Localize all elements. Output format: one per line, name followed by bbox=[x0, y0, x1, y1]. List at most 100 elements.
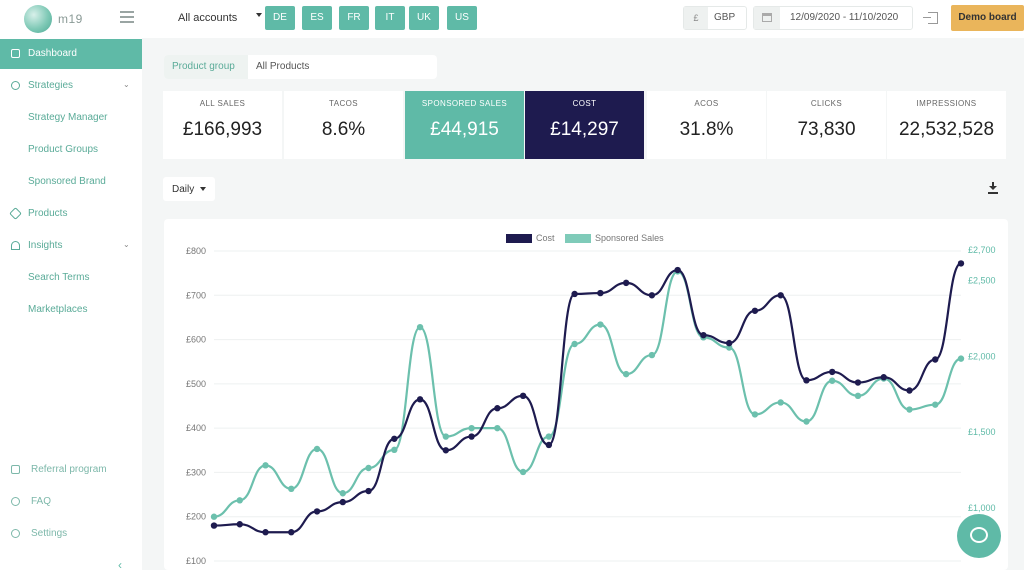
kpi-label: IMPRESSIONS bbox=[916, 99, 977, 108]
sidebar-item-label: Referral program bbox=[31, 464, 107, 475]
data-point-sponsored-sales bbox=[829, 377, 836, 384]
kpi-card-acos[interactable]: ACOS 31.8% bbox=[647, 91, 766, 159]
legend-label: Sponsored Sales bbox=[595, 233, 664, 243]
y-tick-label-left: £800 bbox=[186, 246, 206, 256]
country-button-uk[interactable]: UK bbox=[409, 6, 439, 30]
data-point-cost bbox=[648, 292, 656, 299]
kpi-label: SPONSORED SALES bbox=[421, 99, 508, 108]
kpi-value: 31.8% bbox=[679, 119, 734, 140]
legend-label: Cost bbox=[536, 233, 555, 243]
question-icon bbox=[11, 497, 20, 506]
sidebar-item-product-groups[interactable]: Product Groups bbox=[0, 135, 142, 165]
gear-icon bbox=[11, 529, 20, 538]
sidebar-item-dashboard[interactable]: Dashboard bbox=[0, 39, 142, 69]
data-point-cost bbox=[365, 487, 372, 495]
legend-item-sponsored-sales[interactable]: Sponsored Sales bbox=[565, 233, 664, 244]
logout-icon[interactable] bbox=[923, 12, 938, 24]
sidebar: Dashboard Strategies ⌄ Strategy Manager … bbox=[0, 38, 142, 570]
y-tick-label-left: £100 bbox=[186, 556, 206, 566]
sidebar-item-settings[interactable]: Settings bbox=[0, 519, 142, 549]
y-tick-label-left: £400 bbox=[186, 423, 206, 433]
legend-swatch bbox=[506, 234, 532, 244]
sidebar-item-strategies[interactable]: Strategies ⌄ bbox=[0, 71, 142, 101]
sidebar-item-label: Insights bbox=[28, 240, 63, 251]
account-select[interactable]: All accounts bbox=[156, 5, 264, 31]
sidebar-item-search-terms[interactable]: Search Terms bbox=[0, 263, 142, 293]
data-point-sponsored-sales bbox=[468, 424, 475, 432]
data-point-cost bbox=[957, 260, 965, 267]
logo-icon[interactable] bbox=[24, 5, 52, 33]
data-point-sponsored-sales bbox=[597, 321, 604, 328]
country-button-de[interactable]: DE bbox=[265, 6, 295, 30]
chat-icon[interactable] bbox=[957, 514, 1001, 558]
menu-icon[interactable] bbox=[120, 11, 134, 23]
series-line-cost bbox=[213, 262, 962, 534]
country-button-fr[interactable]: FR bbox=[339, 6, 369, 30]
chevron-down-icon[interactable] bbox=[256, 13, 262, 17]
data-point-cost bbox=[700, 331, 707, 339]
y-tick-label-left: £500 bbox=[186, 379, 206, 389]
sidebar-item-label: Settings bbox=[31, 528, 68, 539]
data-point-cost bbox=[803, 377, 810, 384]
sidebar-item-products[interactable]: Products bbox=[0, 199, 142, 229]
country-button-es[interactable]: ES bbox=[302, 6, 332, 30]
y-tick-label-right: £2,000 bbox=[968, 351, 996, 361]
chart-card: Cost Sponsored Sales £100 £200 £300 £400 £50… bbox=[164, 219, 1008, 570]
sidebar-item-label: Sponsored Brand bbox=[28, 176, 106, 187]
data-point-sponsored-sales bbox=[932, 401, 939, 408]
sidebar-item-label: Product Groups bbox=[28, 144, 99, 155]
kpi-value: £44,915 bbox=[430, 119, 499, 140]
data-point-cost bbox=[210, 522, 218, 529]
kpi-card-clicks[interactable]: CLICKS 73,830 bbox=[767, 91, 886, 159]
data-point-sponsored-sales bbox=[571, 340, 578, 348]
sidebar-item-sponsored-brand[interactable]: Sponsored Brand bbox=[0, 167, 142, 197]
data-point-cost bbox=[519, 392, 527, 400]
sidebar-item-referral[interactable]: Referral program bbox=[0, 455, 142, 485]
currency-symbol: £ bbox=[684, 7, 708, 29]
data-point-sponsored-sales bbox=[313, 445, 321, 453]
data-point-cost bbox=[442, 447, 450, 454]
sidebar-item-faq[interactable]: FAQ bbox=[0, 487, 142, 517]
collapse-sidebar-icon[interactable]: ‹ bbox=[118, 558, 122, 570]
flask-icon bbox=[11, 241, 20, 250]
country-button-us[interactable]: US bbox=[447, 6, 477, 30]
kpi-label: TACOS bbox=[329, 99, 358, 108]
data-point-cost bbox=[932, 356, 939, 363]
data-point-sponsored-sales bbox=[545, 433, 553, 440]
data-point-sponsored-sales bbox=[519, 468, 527, 476]
data-point-sponsored-sales bbox=[803, 418, 810, 425]
data-point-sponsored-sales bbox=[416, 323, 424, 331]
data-point-cost bbox=[777, 292, 784, 299]
top-bar: m19 All accounts DE ES FR IT UK US £ GBP… bbox=[0, 0, 1024, 38]
date-range-picker[interactable]: 12/09/2020 - 11/10/2020 bbox=[753, 6, 913, 30]
kpi-card-tacos[interactable]: TACOS 8.6% bbox=[284, 91, 403, 159]
kpi-row: ALL SALES £166,993 TACOS 8.6% SPONSORED … bbox=[163, 91, 1008, 159]
kpi-card-impressions[interactable]: IMPRESSIONS 22,532,528 bbox=[887, 91, 1006, 159]
download-icon[interactable] bbox=[988, 182, 998, 194]
sidebar-item-label: FAQ bbox=[31, 496, 52, 507]
demo-board-button[interactable]: Demo board bbox=[951, 5, 1024, 31]
product-group-value: All Products bbox=[256, 61, 310, 72]
product-group-filter[interactable]: Product group All Products bbox=[164, 55, 437, 79]
data-point-cost bbox=[674, 266, 681, 274]
y-tick-label-right: £1,500 bbox=[968, 427, 996, 437]
kpi-value: 8.6% bbox=[321, 119, 366, 140]
country-button-it[interactable]: IT bbox=[375, 6, 405, 30]
sidebar-item-strategy-manager[interactable]: Strategy Manager bbox=[0, 103, 142, 133]
data-point-cost bbox=[854, 379, 862, 386]
data-point-cost bbox=[597, 289, 604, 297]
kpi-card-sponsored-sales[interactable]: SPONSORED SALES £44,915 bbox=[405, 91, 524, 159]
kpi-card-cost[interactable]: COST £14,297 bbox=[525, 91, 644, 159]
data-point-sponsored-sales bbox=[236, 497, 243, 504]
currency-select[interactable]: £ GBP bbox=[683, 6, 747, 30]
kpi-label: ALL SALES bbox=[199, 99, 246, 108]
granularity-select[interactable]: Daily bbox=[163, 177, 215, 201]
kpi-card-all-sales[interactable]: ALL SALES £166,993 bbox=[163, 91, 282, 159]
dashboard-icon bbox=[11, 49, 20, 58]
currency-code: GBP bbox=[714, 12, 736, 23]
data-point-cost bbox=[339, 498, 346, 506]
legend-item-cost[interactable]: Cost bbox=[506, 233, 555, 244]
sidebar-item-marketplaces[interactable]: Marketplaces bbox=[0, 295, 142, 325]
sidebar-item-insights[interactable]: Insights ⌄ bbox=[0, 231, 142, 261]
calendar-icon bbox=[754, 7, 780, 29]
